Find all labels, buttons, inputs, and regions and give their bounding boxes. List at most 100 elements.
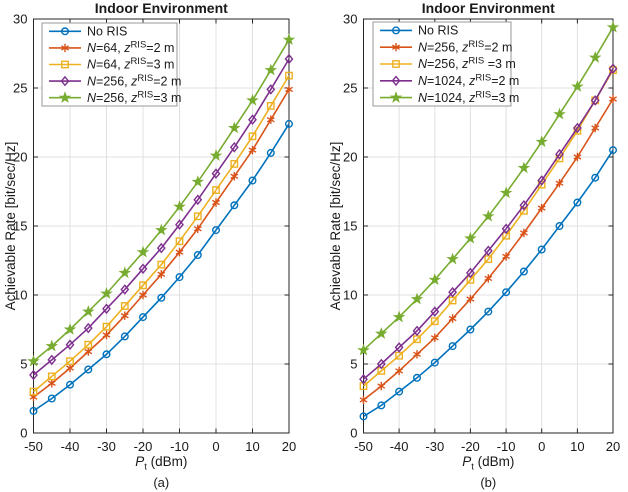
x-tick-label: 20 — [282, 439, 296, 454]
marker-star — [63, 322, 77, 335]
marker-square — [230, 159, 239, 168]
marker-asterisk — [266, 115, 275, 124]
marker-star — [499, 186, 513, 199]
x-axis-label: Pt (dBm) — [135, 454, 187, 473]
marker-square — [248, 132, 257, 141]
marker-square — [392, 60, 400, 68]
marker-circle — [391, 26, 400, 35]
y-tick-label: 5 — [350, 357, 357, 372]
marker-star — [446, 252, 459, 265]
marker-star — [118, 266, 132, 279]
y-tick-label: 30 — [13, 12, 27, 27]
x-tick-label: 0 — [538, 439, 545, 454]
marker-asterisk — [395, 366, 404, 376]
marker-diamond — [156, 242, 166, 254]
marker-circle — [84, 365, 93, 374]
marker-circle — [157, 293, 166, 302]
marker-diamond — [501, 223, 511, 235]
marker-asterisk — [230, 172, 239, 181]
marker-asterisk — [175, 248, 184, 257]
marker-diamond — [394, 342, 404, 353]
marker-asterisk — [139, 290, 147, 300]
chart-title: Indoor Environment — [422, 0, 555, 16]
marker-square — [212, 186, 220, 194]
marker-star — [282, 33, 296, 45]
marker-diamond — [608, 63, 618, 74]
x-tick-label: 10 — [570, 439, 584, 454]
marker-square — [175, 237, 184, 246]
marker-square — [66, 357, 74, 366]
y-tick-label: 15 — [343, 219, 357, 234]
marker-square — [139, 281, 147, 290]
series-4 — [27, 33, 296, 367]
marker-star — [482, 209, 495, 222]
marker-square — [84, 340, 93, 349]
marker-asterisk — [47, 379, 56, 388]
series-0 — [359, 146, 618, 421]
marker-asterisk — [120, 311, 129, 320]
series-3 — [359, 63, 618, 385]
marker-star — [58, 91, 72, 103]
marker-diamond — [376, 358, 386, 370]
x-tick-label: -40 — [61, 439, 80, 454]
marker-square — [430, 317, 439, 326]
marker-asterisk — [212, 198, 220, 207]
marker-circle — [591, 173, 600, 182]
marker-circle — [609, 146, 618, 155]
marker-star — [228, 121, 241, 134]
marker-circle — [502, 288, 511, 297]
legend-label: N=256, zRIS=3 m — [87, 89, 181, 105]
marker-star — [100, 287, 113, 299]
marker-asterisk — [193, 224, 202, 233]
marker-star — [27, 354, 40, 367]
series-4 — [357, 20, 620, 356]
y-tick-label: 25 — [13, 81, 27, 96]
marker-diamond — [359, 373, 368, 385]
marker-circle — [193, 250, 202, 259]
marker-asterisk — [591, 123, 600, 133]
x-axis-label: Pt (dBm) — [462, 454, 514, 473]
marker-square — [102, 322, 111, 331]
marker-diamond — [65, 339, 75, 350]
legend-label: N=1024, zRIS=3 m — [418, 89, 519, 105]
marker-asterisk — [502, 252, 511, 261]
marker-star — [155, 223, 168, 236]
marker-circle — [466, 325, 475, 334]
marker-diamond — [483, 245, 493, 257]
marker-diamond — [175, 219, 184, 230]
marker-circle — [266, 148, 275, 157]
marker-diamond — [229, 142, 239, 153]
marker-asterisk — [66, 363, 74, 373]
y-axis-label: Achievable Rate [bit/sec/Hz] — [3, 142, 18, 311]
marker-star — [357, 343, 370, 356]
marker-star — [410, 292, 424, 305]
marker-star — [264, 63, 278, 76]
marker-asterisk — [61, 43, 69, 53]
x-tick-label: 20 — [606, 439, 620, 454]
marker-square — [193, 212, 202, 221]
marker-square — [29, 387, 38, 396]
marker-diamond — [412, 325, 422, 337]
marker-diamond — [29, 369, 38, 381]
marker-asterisk — [484, 274, 493, 283]
marker-asterisk — [413, 350, 421, 359]
marker-circle — [377, 401, 386, 410]
marker-diamond — [60, 75, 70, 87]
x-tick-labels: -50 -40 -30 -20 -10 0 10 20 — [354, 439, 620, 454]
marker-star — [392, 310, 406, 323]
y-tick-label: 30 — [343, 12, 357, 27]
marker-diamond — [47, 354, 57, 366]
chart-panel-a: -50 -40 -30 -20 -10 0 10 20 0 5 10 15 20 25 30 No RIS N=… — [3, 0, 296, 490]
marker-circle — [285, 119, 294, 128]
legend-label: N=256, zRIS =3 m — [418, 56, 516, 72]
series-line — [362, 69, 614, 387]
marker-asterisk — [430, 333, 439, 342]
marker-diamond — [555, 148, 564, 160]
marker-star — [606, 20, 620, 33]
legend-label: No RIS — [87, 25, 127, 39]
marker-circle — [102, 350, 111, 359]
marker-asterisk — [359, 395, 368, 405]
